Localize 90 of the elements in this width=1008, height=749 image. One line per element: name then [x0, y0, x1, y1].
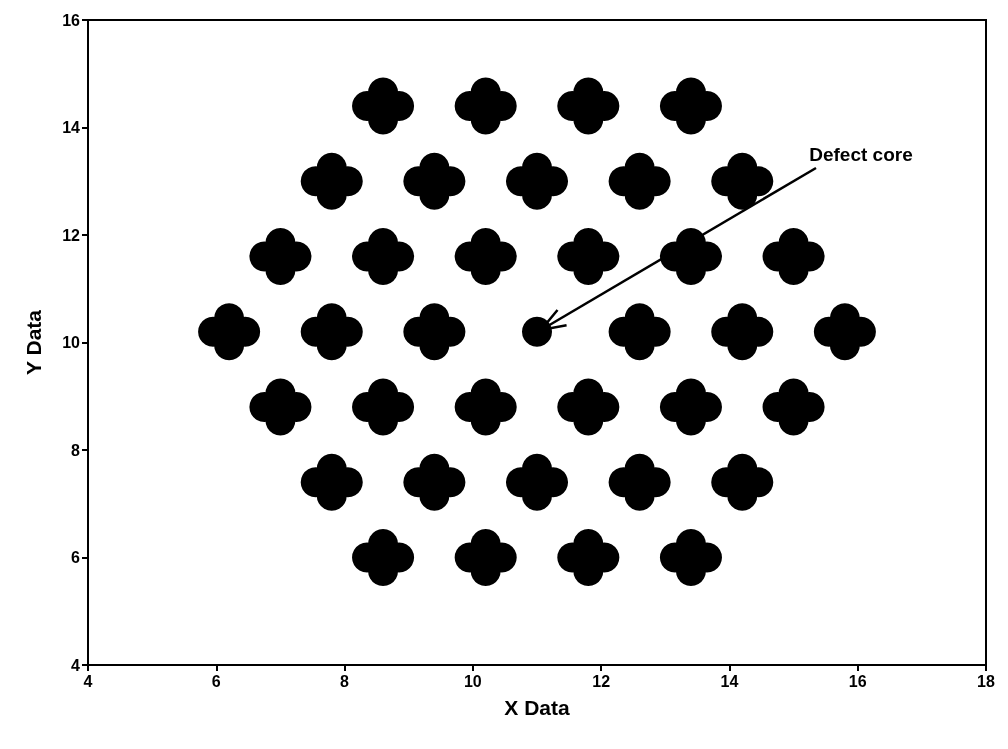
- point: [470, 555, 501, 586]
- point: [727, 303, 758, 334]
- point: [727, 152, 758, 183]
- point: [419, 453, 450, 484]
- point: [829, 330, 860, 361]
- point: [727, 480, 758, 511]
- point: [522, 152, 552, 183]
- point: [727, 330, 758, 361]
- point: [368, 228, 399, 259]
- point: [624, 152, 655, 183]
- point: [419, 152, 450, 183]
- point: [368, 254, 399, 285]
- point: [470, 529, 501, 560]
- point: [675, 555, 706, 586]
- point: [470, 104, 501, 135]
- point: [522, 453, 552, 484]
- point: [675, 529, 706, 560]
- point: [265, 378, 296, 409]
- point: [573, 529, 604, 560]
- point: [573, 77, 604, 108]
- x-tick-label: 10: [463, 672, 482, 690]
- point: [522, 179, 552, 210]
- y-tick-label: 14: [62, 119, 81, 136]
- point: [316, 303, 347, 334]
- x-tick-label: 8: [340, 672, 350, 690]
- point: [265, 254, 296, 285]
- point: [675, 254, 706, 285]
- x-tick-label: 4: [83, 672, 93, 690]
- point: [573, 228, 604, 259]
- y-tick-label: 8: [71, 441, 81, 459]
- point: [316, 179, 347, 210]
- point: [214, 330, 245, 361]
- annotation: Defect core: [809, 144, 913, 166]
- point: [368, 378, 399, 409]
- y-tick-label: 16: [62, 11, 81, 29]
- point: [316, 480, 347, 511]
- point: [778, 405, 809, 436]
- point: [368, 77, 399, 108]
- point: [727, 453, 758, 484]
- point: [778, 378, 809, 409]
- point: [470, 405, 501, 436]
- y-axis-title: Y Data: [22, 309, 45, 375]
- x-axis-title: X Data: [504, 696, 570, 719]
- point: [419, 330, 450, 361]
- point: [214, 303, 245, 334]
- point: [573, 378, 604, 409]
- point: [624, 453, 655, 484]
- point: [368, 555, 399, 586]
- point: [265, 405, 296, 436]
- point: [368, 529, 399, 560]
- y-tick-label: 6: [71, 549, 81, 566]
- point: [675, 378, 706, 409]
- point: [624, 330, 655, 361]
- point: [368, 104, 399, 135]
- point: [470, 378, 501, 409]
- point: [573, 254, 604, 285]
- point: [316, 152, 347, 183]
- point: [470, 77, 501, 108]
- point: [675, 77, 706, 108]
- point: [829, 303, 860, 334]
- point: [727, 179, 758, 210]
- x-tick-label: 18: [977, 672, 995, 690]
- x-tick-label: 6: [211, 672, 221, 690]
- point: [368, 405, 399, 436]
- point: [522, 480, 552, 511]
- point: [419, 179, 450, 210]
- point: [522, 316, 552, 347]
- point: [316, 453, 347, 484]
- x-tick-label: 14: [720, 672, 739, 690]
- point: [624, 179, 655, 210]
- y-tick-label: 10: [62, 334, 81, 351]
- point: [675, 405, 706, 436]
- point: [470, 254, 501, 285]
- point: [573, 104, 604, 135]
- point: [778, 254, 809, 285]
- y-tick-label: 4: [71, 656, 81, 674]
- x-tick-label: 16: [848, 672, 867, 690]
- point: [419, 303, 450, 334]
- point: [778, 228, 809, 259]
- x-tick-label: 12: [592, 672, 611, 690]
- point: [675, 104, 706, 135]
- point: [573, 555, 604, 586]
- point: [265, 228, 296, 259]
- point: [470, 228, 501, 259]
- point: [624, 303, 655, 334]
- point: [316, 330, 347, 361]
- point: [419, 480, 450, 511]
- y-tick-label: 12: [62, 226, 81, 244]
- point: [573, 405, 604, 436]
- point: [624, 480, 655, 511]
